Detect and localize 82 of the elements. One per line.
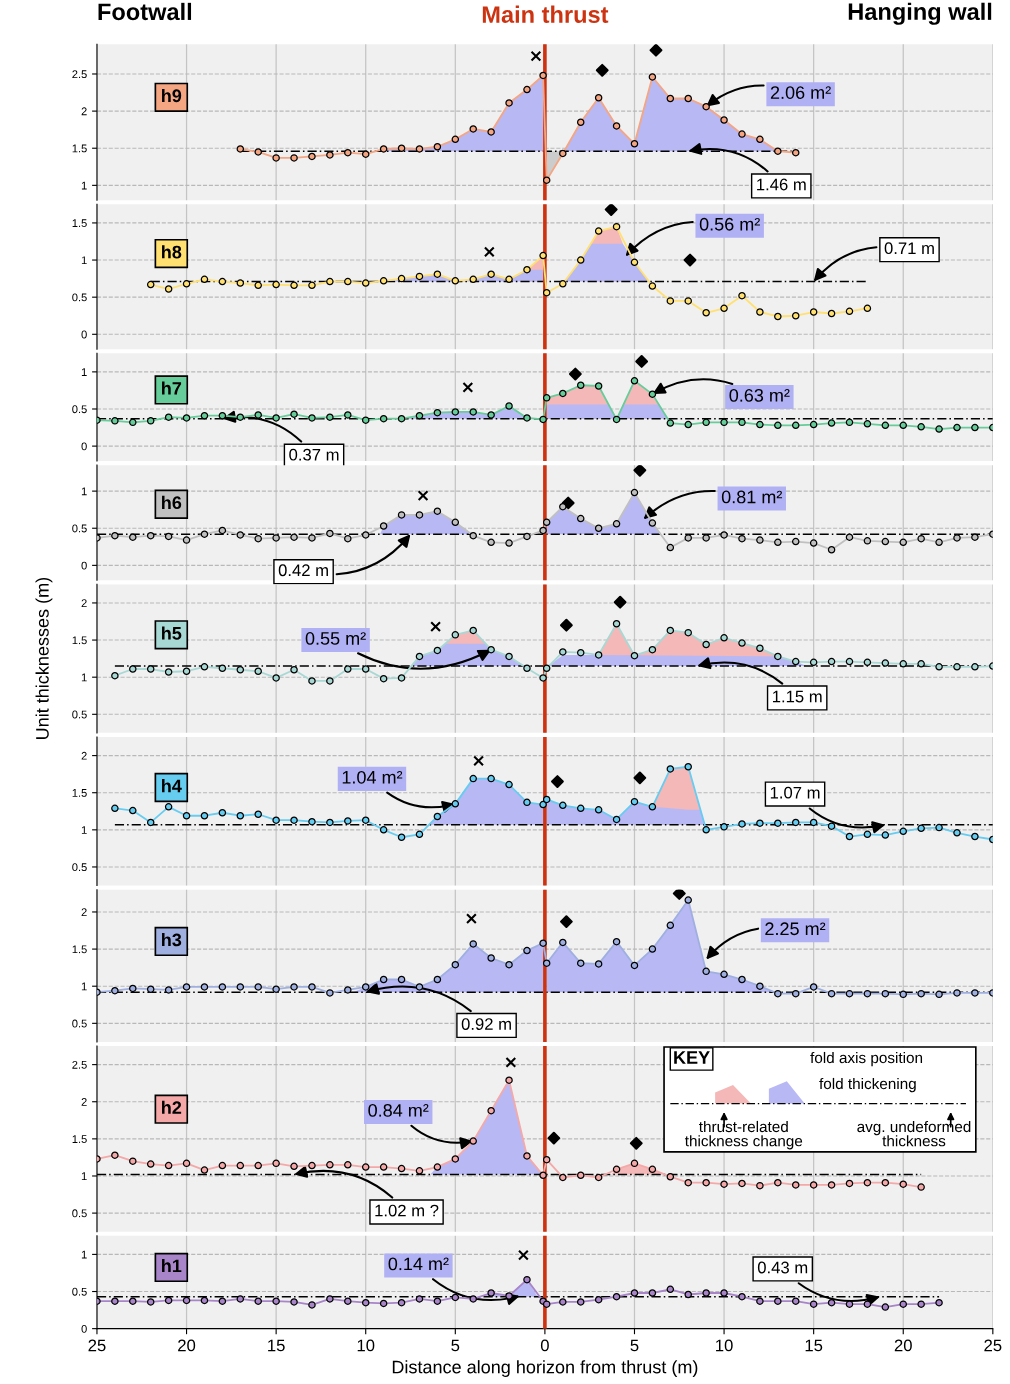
annotation: 0.81 m²: [721, 490, 783, 504]
y-tick-label: 2.5: [72, 1060, 87, 1069]
text: Footwall: [98, 2, 192, 21]
annotation: fold axis position: [810, 1051, 923, 1067]
y-tick-label: 0.5: [72, 405, 87, 414]
y-tick-label: 0: [81, 561, 87, 570]
y-tick-label: 1: [81, 982, 87, 991]
text: h1: [162, 1258, 182, 1273]
y-tick-label: 1.5: [72, 219, 87, 228]
text: h3: [162, 933, 182, 947]
x-tick-label: 5: [451, 1339, 460, 1352]
x-tick-label: 15: [805, 1339, 823, 1352]
text: h7: [162, 381, 182, 395]
y-tick-label: 1.5: [72, 945, 87, 954]
y-tick-label: 1: [81, 181, 87, 190]
y-tick-label: 1: [81, 1250, 87, 1259]
y-tick-label: 1.5: [72, 636, 87, 645]
y-tick-label: 0.5: [72, 1209, 87, 1218]
x-tick-label: 0: [540, 1339, 549, 1352]
y-tick-label: 0.5: [72, 1287, 87, 1296]
x-tick-label: 5: [630, 1339, 639, 1352]
y-tick-label: 1: [81, 1172, 87, 1181]
y-tick-label: 2.5: [72, 70, 87, 79]
y-tick-label: 2: [81, 107, 87, 116]
text: h2: [162, 1100, 182, 1114]
annotation: KEY: [674, 1051, 710, 1064]
y-tick-label: 1.5: [72, 1135, 87, 1143]
text: h4: [162, 779, 182, 793]
x-tick-label: 20: [894, 1339, 912, 1352]
y-tick-label: 0: [81, 1324, 87, 1333]
x-axis-title: Distance along horizon from thrust (m): [392, 1360, 698, 1377]
x-tick-label: 10: [357, 1339, 375, 1352]
annotation: 2.06 m²: [770, 86, 831, 99]
annotation: 0.92 m: [461, 1018, 511, 1030]
annotation: 0.84 m²: [368, 1103, 429, 1117]
y-tick-label: 2: [81, 908, 87, 916]
x-tick-label: 10: [716, 1339, 733, 1352]
annotation: 0.56 m²: [699, 217, 760, 231]
y-tick-label: 2: [81, 751, 87, 760]
x-tick-label: 20: [178, 1339, 196, 1352]
x-tick-label: 25: [984, 1339, 1002, 1352]
annotation: 1.04 m²: [342, 770, 403, 784]
annotation: 1.46 m: [757, 178, 806, 191]
annotation: 0.71 m: [884, 242, 934, 255]
annotation: 0.42 m: [278, 564, 328, 577]
annotation: 1.07 m: [770, 786, 820, 799]
annotation: fold thickening: [819, 1077, 916, 1093]
annotation: 0.43 m: [757, 1261, 808, 1274]
y-tick-label: 0.5: [72, 524, 87, 533]
annotation: 1.15 m: [772, 690, 822, 703]
y-tick-label: 0: [81, 442, 87, 451]
y-tick-label: 1: [81, 487, 87, 496]
x-tick-label: 25: [88, 1339, 106, 1352]
y-tick-label: 1: [81, 368, 87, 376]
y-tick-label: 0.5: [72, 1019, 87, 1028]
y-tick-label: 1: [81, 826, 87, 834]
text: h8: [162, 245, 182, 259]
text: Hanging wall: [848, 2, 992, 25]
y-tick-label: 0.5: [72, 710, 87, 719]
annotation: avg. undeformed thickness: [857, 1120, 971, 1147]
annotation: 0.55 m²: [305, 632, 366, 645]
annotation: 0.37 m: [289, 448, 339, 461]
annotation: 0.63 m²: [729, 388, 790, 402]
y-tick-label: 1: [81, 673, 87, 682]
y-tick-label: 0.5: [72, 293, 87, 302]
text: h5: [162, 626, 182, 640]
annotation: 2.25 m²: [765, 922, 826, 936]
text: h9: [162, 88, 182, 103]
y-tick-label: 0.5: [72, 863, 87, 872]
annotation: 0.14 m²: [388, 1257, 449, 1271]
ref-line-label: Main thrust: [482, 5, 609, 23]
y-tick-label: 1: [81, 256, 87, 265]
y-tick-label: 1.5: [72, 144, 87, 153]
y-tick-label: 0: [81, 330, 87, 339]
y-tick-label: 1.5: [72, 789, 87, 797]
y-tick-label: 2: [81, 599, 87, 607]
x-tick-label: 15: [268, 1339, 285, 1352]
annotation: 1.02 m ?: [375, 1204, 439, 1217]
y-tick-label: 2: [81, 1098, 87, 1106]
annotation: thrust-related thickness change: [684, 1120, 803, 1150]
y-axis-title: Unit thicknesses (m): [35, 577, 53, 739]
text: h6: [162, 495, 182, 510]
